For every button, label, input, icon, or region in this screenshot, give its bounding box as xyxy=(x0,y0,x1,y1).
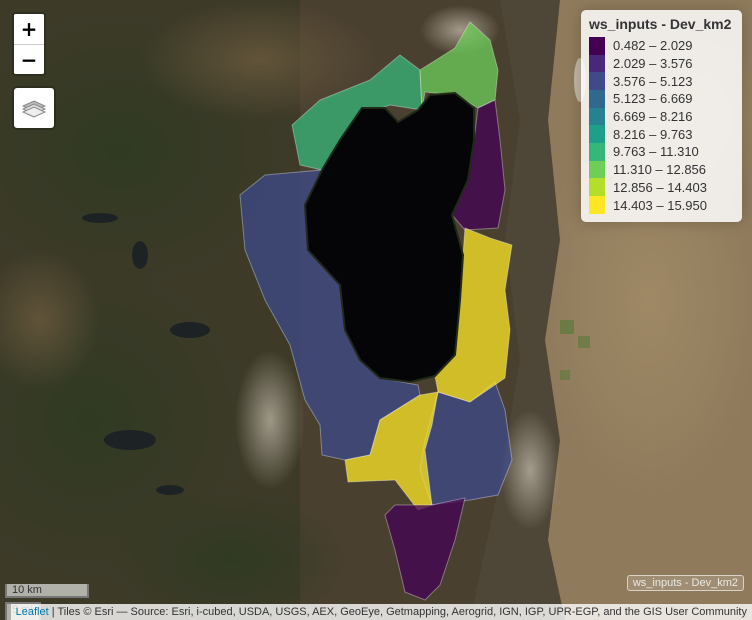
zoom-control: + − xyxy=(12,12,46,76)
legend-label: 9.763 – 11.310 xyxy=(613,144,699,160)
legend: ws_inputs - Dev_km2 0.482 – 2.029 2.029 –… xyxy=(581,10,742,222)
legend-label: 5.123 – 6.669 xyxy=(613,91,693,107)
legend-item: 5.123 – 6.669 xyxy=(589,89,734,108)
legend-item: 8.216 – 9.763 xyxy=(589,125,734,144)
legend-swatch xyxy=(589,196,605,215)
watershed-southernmost[interactable] xyxy=(384,497,466,601)
legend-swatch xyxy=(589,160,605,179)
watershed-south[interactable] xyxy=(344,391,439,511)
leaflet-link[interactable]: Leaflet xyxy=(15,606,49,618)
legend-item: 3.576 – 5.123 xyxy=(589,72,734,91)
legend-item: 11.310 – 12.856 xyxy=(589,160,734,179)
legend-swatch xyxy=(589,54,605,73)
legend-label: 6.669 – 8.216 xyxy=(613,109,693,125)
legend-swatch xyxy=(589,125,605,144)
legend-title: ws_inputs - Dev_km2 xyxy=(589,16,732,32)
scale-metric: 10 km xyxy=(5,584,89,598)
attribution: Leaflet | Tiles © Esri — Source: Esri, i… xyxy=(10,604,752,620)
legend-label: 14.403 – 15.950 xyxy=(613,197,707,213)
legend-item: 12.856 – 14.403 xyxy=(589,178,734,197)
legend-swatch xyxy=(589,178,605,197)
layer-name-label: ws_inputs - Dev_km2 xyxy=(626,575,744,591)
legend-swatch xyxy=(589,36,605,55)
attribution-text: | Tiles © Esri — Source: Esri, i-cubed, … xyxy=(48,606,747,618)
zoom-out-button[interactable]: − xyxy=(14,44,44,74)
legend-item: 0.482 – 2.029 xyxy=(589,36,734,55)
legend-label: 2.029 – 3.576 xyxy=(613,56,693,72)
legend-swatch xyxy=(589,107,605,126)
zoom-in-button[interactable]: + xyxy=(14,14,44,44)
legend-label: 8.216 – 9.763 xyxy=(613,126,693,142)
legend-label: 0.482 – 2.029 xyxy=(613,38,693,54)
legend-swatch xyxy=(589,142,605,161)
layers-icon xyxy=(21,100,47,118)
legend-item: 14.403 – 15.950 xyxy=(589,196,734,215)
legend-label: 11.310 – 12.856 xyxy=(613,162,707,178)
legend-item: 6.669 – 8.216 xyxy=(589,107,734,126)
lake-tahoe xyxy=(303,91,475,384)
legend-label: 3.576 – 5.123 xyxy=(613,73,693,89)
legend-swatch xyxy=(589,72,605,91)
layers-control-button[interactable] xyxy=(12,86,56,130)
legend-item: 9.763 – 11.310 xyxy=(589,142,734,161)
legend-rows: 0.482 – 2.029 2.029 – 3.576 3.576 – 5.123 5… xyxy=(589,36,734,215)
legend-swatch xyxy=(589,89,605,108)
legend-label: 12.856 – 14.403 xyxy=(613,179,707,195)
legend-item: 2.029 – 3.576 xyxy=(589,54,734,73)
